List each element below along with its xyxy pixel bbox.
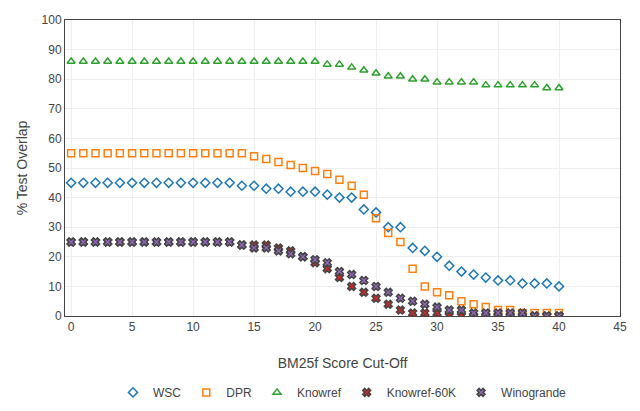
svg-text:BM25f Score Cut-Off: BM25f Score Cut-Off xyxy=(278,355,408,371)
svg-text:0: 0 xyxy=(55,309,62,323)
svg-text:20: 20 xyxy=(48,250,62,264)
svg-text:WSC: WSC xyxy=(153,386,181,400)
svg-text:90: 90 xyxy=(48,43,62,57)
svg-text:45: 45 xyxy=(613,320,627,334)
svg-text:60: 60 xyxy=(48,132,62,146)
svg-text:35: 35 xyxy=(491,320,505,334)
svg-text:% Test Overlap: % Test Overlap xyxy=(14,120,30,215)
svg-text:Winogrande: Winogrande xyxy=(501,386,566,400)
svg-text:40: 40 xyxy=(48,191,62,205)
svg-text:50: 50 xyxy=(48,161,62,175)
svg-text:25: 25 xyxy=(369,320,383,334)
svg-text:30: 30 xyxy=(48,220,62,234)
svg-text:Knowref-60K: Knowref-60K xyxy=(387,386,456,400)
svg-text:70: 70 xyxy=(48,102,62,116)
svg-text:Knowref: Knowref xyxy=(297,386,342,400)
svg-text:10: 10 xyxy=(186,320,200,334)
svg-text:15: 15 xyxy=(247,320,261,334)
svg-text:20: 20 xyxy=(308,320,322,334)
svg-text:100: 100 xyxy=(42,13,62,27)
svg-text:10: 10 xyxy=(48,280,62,294)
svg-text:0: 0 xyxy=(68,320,75,334)
svg-text:30: 30 xyxy=(430,320,444,334)
svg-text:5: 5 xyxy=(129,320,136,334)
svg-text:DPR: DPR xyxy=(226,386,252,400)
svg-text:40: 40 xyxy=(552,320,566,334)
svg-text:80: 80 xyxy=(48,72,62,86)
